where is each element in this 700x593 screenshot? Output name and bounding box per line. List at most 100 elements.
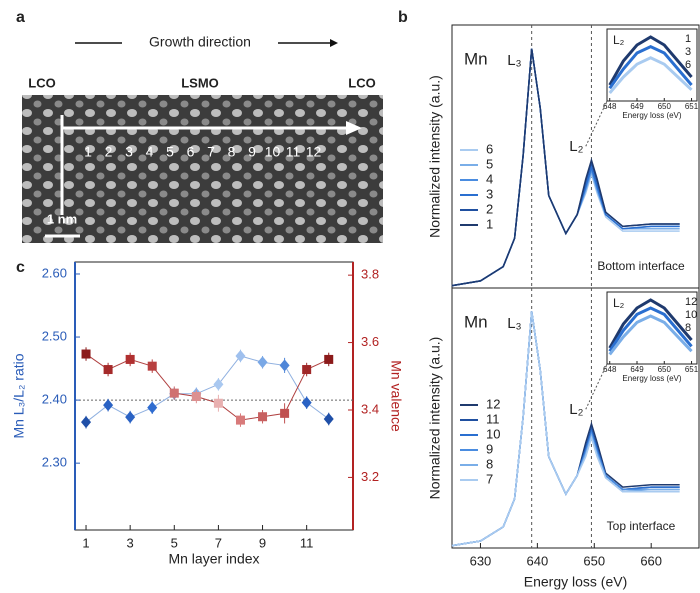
x-tick-label: 11 [300,535,314,550]
marker [280,359,290,371]
y-tick-label: 2.60 [42,265,67,280]
marker [170,389,179,398]
y-axis-label: Normalized intensity (a.u.) [427,337,443,500]
marker [148,362,157,371]
peak-label: L₂ [569,138,583,155]
legend-label: 7 [486,471,493,486]
panel-label: c [16,259,25,276]
x-tick-label: 7 [215,535,222,550]
region-label: LCO [348,75,375,90]
inset-x-tick-label: 650 [658,102,672,111]
inset-x-tick-label: 650 [658,365,672,374]
legend-label: 10 [486,426,500,441]
element-label: Mn [464,49,488,68]
inset-x-tick-label: 648 [603,102,617,111]
element-label: Mn [464,312,488,331]
layer-number: 4 [146,144,154,160]
scale-bar-label: 1 nm [47,211,77,226]
legend-label: 9 [486,441,493,456]
marker [104,365,113,374]
layer-number: 1 [84,144,92,160]
arrow-tip [330,39,338,47]
y2-tick-label: 3.8 [361,267,379,282]
marker [324,355,333,364]
legend-label: 6 [486,141,493,156]
x-axis-label: Energy loss (eV) [524,574,627,590]
y-tick-label: 2.40 [42,392,67,407]
caption: Top interface [607,519,676,533]
y2-axis-label: Mn valence [388,360,404,432]
region-label: LCO [28,75,55,90]
inset-series-label: 10 [685,309,697,321]
x-tick-label: 9 [259,535,266,550]
series-line [86,354,329,420]
inset-x-tick-label: 649 [630,102,644,111]
layer-number: 6 [187,144,195,160]
inset-x-tick-label: 649 [630,365,644,374]
legend-label: 5 [486,156,493,171]
x-tick-label: 3 [127,535,134,550]
x-tick-label: 1 [82,535,89,550]
layer-number: 10 [265,144,281,160]
legend-label: 8 [486,456,493,471]
inset-series-label: 8 [685,322,691,334]
layer-number: 9 [248,144,256,160]
plot-frame [75,262,353,530]
inset-x-label: Energy loss (eV) [622,374,681,383]
peak-label: L₂ [569,401,583,418]
y2-tick-label: 3.6 [361,334,379,349]
series-line [86,356,329,422]
inset-series-label: 1 [685,33,691,45]
layer-number: 7 [207,144,215,160]
layer-number: 11 [286,144,301,160]
y-axis-label: Normalized intensity (a.u.) [427,75,443,238]
arrow-label: Growth direction [149,34,251,50]
x-tick-label: 650 [583,553,605,568]
marker [302,365,311,374]
marker [103,399,113,411]
inset-series-label: 3 [685,46,691,58]
legend-label: 1 [486,216,493,231]
marker [324,413,334,425]
y2-tick-label: 3.2 [361,469,379,484]
marker [280,409,289,418]
marker [214,399,223,408]
marker [302,397,312,409]
panel-label: a [16,9,25,26]
layer-number: 12 [306,144,322,160]
y-axis-label: Mn L₃/L₂ ratio [11,353,27,438]
inset-label: L₂ [613,296,625,310]
inset-series-label: 12 [685,296,697,308]
layer-number: 8 [228,144,236,160]
inset-label: L₂ [613,33,625,47]
legend-label: 12 [486,396,500,411]
marker [258,412,267,421]
page: {"panel_labels": ["a", "b", "c"], "panel… [0,0,700,593]
y-tick-label: 2.50 [42,328,67,343]
layer-number: 2 [105,144,113,160]
marker [126,355,135,364]
x-axis-label: Mn layer index [168,551,259,567]
legend-label: 4 [486,171,493,186]
marker [125,411,135,423]
legend-label: 3 [486,186,493,201]
peak-label: L₃ [507,315,521,332]
marker [147,402,157,414]
panel-label: b [398,9,408,26]
x-tick-label: 5 [171,535,178,550]
legend-label: 11 [486,411,500,426]
inset-x-tick-label: 651 [685,365,699,374]
y-tick-label: 2.30 [42,455,67,470]
x-tick-label: 660 [640,553,662,568]
figure: a b c Growth direction LCO LSMO LCO 1 nm… [0,0,700,593]
marker [82,350,91,359]
peak-label: L₃ [507,52,521,69]
marker [236,416,245,425]
legend-label: 2 [486,201,493,216]
marker [192,392,201,401]
inset-x-label: Energy loss (eV) [622,111,681,120]
inset-x-tick-label: 648 [603,365,617,374]
y2-tick-label: 3.4 [361,401,379,416]
marker [258,356,268,368]
region-label: LSMO [181,75,219,90]
